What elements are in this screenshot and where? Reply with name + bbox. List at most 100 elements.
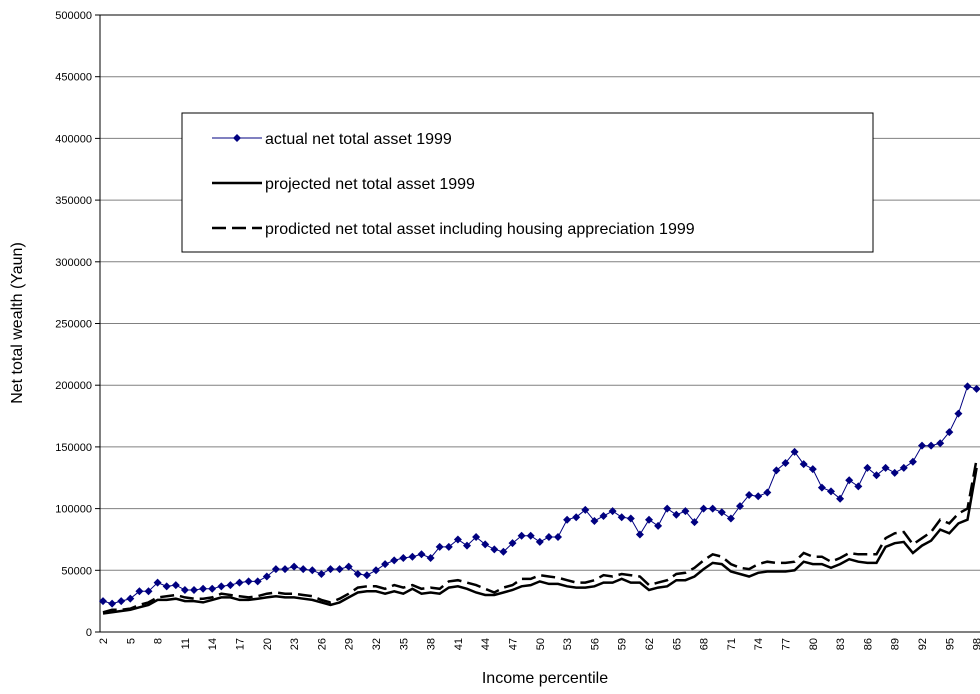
marker (717, 508, 726, 517)
marker (171, 581, 180, 590)
marker (372, 566, 380, 575)
y-tick-label: 450000 (55, 72, 92, 84)
y-tick-label: 350000 (55, 195, 92, 207)
marker (763, 488, 772, 497)
marker (927, 441, 936, 450)
marker (827, 487, 835, 496)
marker (754, 492, 763, 501)
x-tick-label: 47 (508, 638, 520, 650)
marker (726, 514, 735, 523)
marker (362, 571, 371, 580)
marker (208, 584, 217, 593)
marker (490, 545, 499, 554)
marker (972, 384, 980, 393)
marker (463, 541, 471, 550)
marker (381, 560, 390, 569)
marker (190, 586, 198, 595)
marker (645, 515, 653, 524)
marker (672, 510, 681, 519)
marker (690, 518, 699, 527)
x-tick-label: 77 (781, 638, 793, 650)
marker (217, 582, 226, 591)
marker (344, 562, 353, 571)
marker (872, 471, 881, 480)
marker (945, 428, 954, 437)
marker (908, 457, 917, 466)
marker (135, 587, 144, 596)
marker (572, 513, 581, 522)
marker (817, 483, 826, 492)
marker (936, 439, 945, 448)
x-tick-label: 29 (344, 638, 356, 650)
marker (426, 553, 435, 562)
x-tick-label: 65 (671, 638, 683, 650)
marker (590, 516, 599, 525)
marker (408, 552, 417, 561)
x-tick-label: 14 (207, 638, 219, 650)
x-tick-label: 44 (480, 638, 492, 650)
marker (335, 565, 344, 574)
marker (745, 491, 754, 500)
x-tick-label: 86 (862, 638, 874, 650)
legend-box (181, 112, 874, 253)
x-tick-label: 98 (972, 638, 980, 650)
marker (635, 530, 644, 539)
marker (808, 465, 817, 474)
y-tick-label: 250000 (55, 319, 92, 331)
x-tick-label: 68 (699, 638, 711, 650)
marker (271, 565, 280, 574)
marker (599, 512, 608, 521)
marker (290, 562, 299, 571)
marker (317, 570, 326, 579)
marker (153, 578, 162, 587)
y-tick-label: 200000 (55, 380, 92, 392)
legend-label: prodicted net total asset including hous… (265, 221, 695, 238)
marker (663, 504, 672, 513)
marker (453, 535, 462, 544)
y-tick-label: 50000 (61, 565, 92, 577)
marker (262, 572, 271, 581)
x-tick-label: 83 (835, 638, 847, 650)
marker (581, 505, 590, 514)
x-tick-label: 11 (180, 638, 192, 649)
marker (608, 507, 617, 516)
x-tick-label: 8 (153, 638, 165, 644)
x-tick-label: 23 (289, 638, 301, 650)
marker (281, 565, 289, 574)
marker (117, 597, 126, 606)
marker (508, 539, 517, 548)
y-tick-label: 500000 (55, 10, 92, 22)
y-tick-label: 0 (86, 627, 92, 639)
marker (299, 565, 308, 574)
marker (399, 553, 408, 562)
marker (799, 460, 808, 469)
marker (99, 597, 107, 606)
y-tick-label: 150000 (55, 442, 92, 454)
marker (435, 542, 444, 551)
x-tick-label: 80 (808, 638, 820, 650)
marker (180, 586, 189, 595)
marker (472, 532, 481, 541)
marker (772, 466, 781, 475)
legend-label: actual net total asset 1999 (265, 131, 452, 148)
marker (390, 556, 399, 565)
y-tick-label: 100000 (55, 504, 92, 516)
marker (226, 581, 235, 590)
x-tick-label: 71 (726, 638, 738, 650)
marker (654, 521, 663, 530)
marker (699, 504, 708, 513)
marker (326, 565, 335, 574)
marker (736, 502, 744, 511)
marker (535, 537, 544, 546)
x-tick-label: 92 (917, 638, 929, 650)
legend-label: projected net total asset 1999 (265, 176, 475, 193)
x-tick-label: 5 (125, 638, 137, 644)
marker (563, 515, 572, 524)
series-line (102, 467, 978, 615)
x-tick-label: 17 (235, 638, 247, 650)
x-tick-label: 32 (371, 638, 383, 650)
y-tick-label: 300000 (55, 257, 92, 269)
marker (845, 476, 854, 485)
